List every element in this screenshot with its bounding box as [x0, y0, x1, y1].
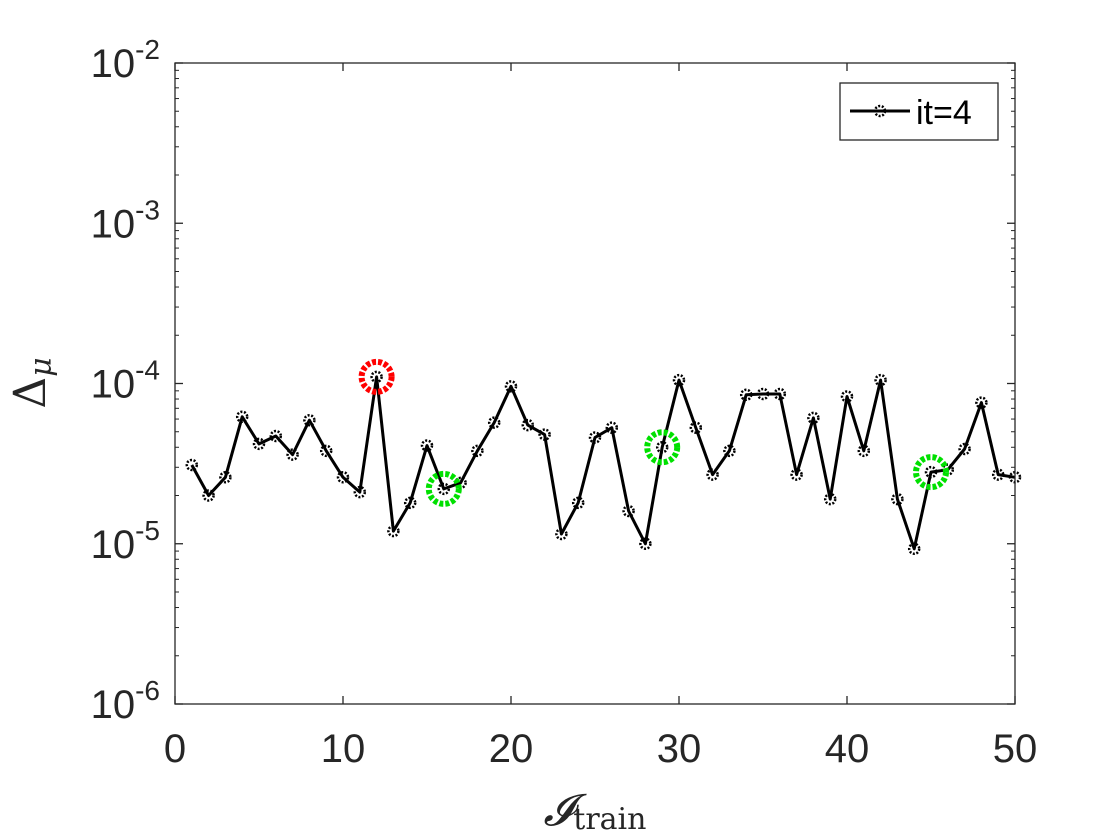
data-point — [823, 492, 837, 506]
data-point — [790, 468, 803, 481]
data-point — [437, 482, 451, 496]
y-tick-label-exponent: -6 — [135, 675, 160, 706]
x-tick-label: 20 — [489, 727, 534, 771]
highlight-circle — [425, 470, 462, 507]
data-point — [739, 388, 753, 402]
x-tick-label: 30 — [657, 727, 702, 771]
data-point — [857, 444, 871, 458]
plot-frame — [174, 62, 1016, 705]
data-point — [538, 428, 551, 441]
highlight-circle — [358, 358, 395, 395]
highlight-circle — [913, 454, 949, 491]
x-tick-label: 40 — [825, 727, 870, 771]
y-tick-label: 10-4 — [91, 355, 160, 407]
data-point — [706, 468, 719, 481]
y-tick-label: 10-2 — [91, 34, 160, 86]
data-point — [975, 396, 988, 409]
highlight-circle — [644, 429, 681, 466]
y-tick-label-base: 10 — [91, 523, 136, 567]
data-point — [756, 387, 770, 401]
data-point — [924, 465, 938, 479]
data-point — [471, 444, 484, 458]
data-point — [874, 373, 887, 387]
y-tick-label-exponent: -5 — [135, 515, 160, 546]
data-point — [370, 370, 383, 384]
data-point — [555, 527, 568, 541]
data-point — [403, 496, 417, 510]
data-point — [252, 437, 266, 451]
y-axis-label-sub: μ — [24, 357, 59, 377]
data-point — [605, 421, 619, 434]
data-point — [622, 504, 635, 518]
y-tick-label-exponent: -3 — [135, 194, 160, 225]
data-point — [521, 418, 535, 432]
data-point — [504, 380, 518, 393]
data-point — [907, 542, 921, 556]
data-point — [487, 416, 501, 429]
data-point — [807, 411, 820, 425]
data-point — [991, 468, 1005, 481]
y-tick-label-base: 10 — [91, 42, 136, 86]
data-point — [420, 439, 434, 452]
x-tick-label: 0 — [164, 727, 186, 771]
data-point — [840, 390, 854, 403]
data-point — [269, 429, 283, 443]
data-point — [672, 373, 686, 387]
x-tick-label: 50 — [993, 727, 1038, 771]
y-tick-label-exponent: -4 — [135, 355, 160, 386]
data-point — [219, 471, 232, 484]
y-tick-label: 10-3 — [91, 194, 160, 246]
data-point — [689, 421, 703, 434]
data-point — [185, 458, 199, 472]
data-point — [571, 496, 585, 510]
data-point — [958, 442, 971, 456]
data-point — [303, 413, 316, 427]
y-tick-label: 10-5 — [91, 515, 160, 567]
data-point — [588, 431, 602, 444]
data-point — [353, 485, 367, 499]
data-point — [286, 448, 299, 461]
data-point — [655, 441, 669, 454]
data-point — [235, 410, 249, 424]
data-point — [336, 471, 350, 484]
y-tick-label: 10-6 — [91, 675, 160, 727]
data-point — [387, 524, 400, 538]
y-tick-label-base: 10 — [91, 363, 136, 407]
x-axis-label: 𝓘train — [544, 785, 647, 837]
plot-background — [175, 63, 1015, 704]
y-tick-label-base: 10 — [91, 683, 136, 727]
data-point — [319, 444, 333, 458]
data-point — [639, 537, 652, 550]
y-tick-label-exponent: -2 — [135, 34, 160, 65]
legend-marker-swatch — [873, 104, 887, 118]
y-axis-label-main: Δ — [5, 377, 56, 409]
x-axis-label-sub: train — [573, 802, 646, 837]
data-point — [202, 489, 215, 502]
legend-entry-label: it=4 — [916, 94, 972, 132]
y-tick-label-base: 10 — [91, 202, 136, 246]
data-point — [773, 387, 787, 401]
x-tick-label: 10 — [321, 727, 366, 771]
legend: it=4 — [839, 82, 999, 141]
data-point — [723, 444, 736, 458]
y-axis-label: Δμ — [5, 357, 59, 408]
data-point — [891, 492, 904, 506]
